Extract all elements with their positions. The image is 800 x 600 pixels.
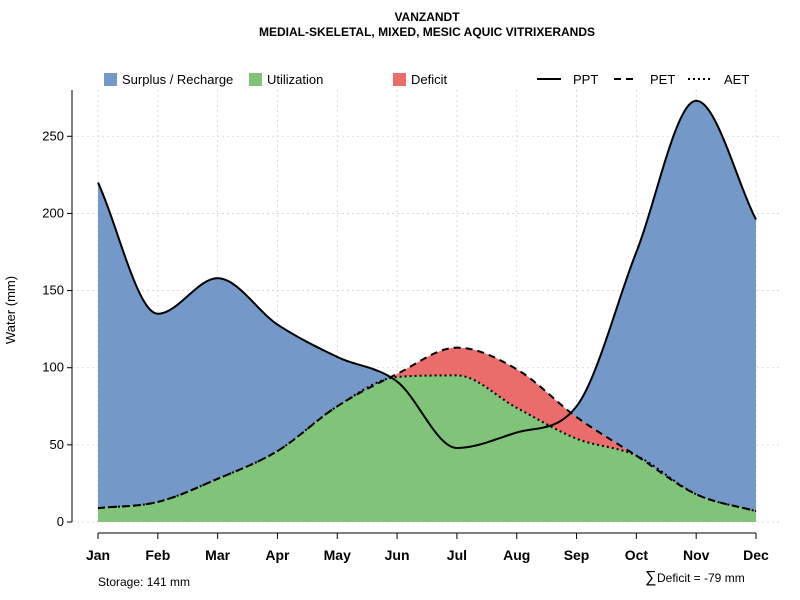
legend-pet-label: PET xyxy=(650,72,675,87)
storage-annotation: Storage: 141 mm xyxy=(98,575,190,589)
legend-ppt-label: PPT xyxy=(573,72,598,87)
x-tick-label-may: May xyxy=(324,547,351,563)
legend: Surplus / Recharge Utilization Deficit PPT P… xyxy=(104,72,749,87)
area-fills xyxy=(98,100,756,522)
legend-deficit: Deficit xyxy=(393,72,448,87)
y-tick-label-50: 50 xyxy=(50,437,64,452)
utilization-area xyxy=(98,375,756,522)
legend-aet: AET xyxy=(688,72,749,87)
legend-utilization-label: Utilization xyxy=(267,72,323,87)
deficit-sum-symbol: ∑ xyxy=(645,569,656,586)
axes: 0 50 100 150 200 250 Jan Feb Mar Apr May Jun Jul Aug S… xyxy=(3,90,769,563)
x-tick-label-nov: Nov xyxy=(683,547,710,563)
legend-deficit-swatch xyxy=(393,73,406,86)
chart-subtitle: MEDIAL-SKELETAL, MIXED, MESIC AQUIC VITR… xyxy=(259,25,595,39)
pet-line xyxy=(97,346,757,513)
legend-pet: PET xyxy=(614,72,675,87)
legend-surplus-swatch xyxy=(104,73,117,86)
legend-utilization: Utilization xyxy=(249,72,323,87)
surplus-area xyxy=(98,100,756,512)
x-tick-label-apr: Apr xyxy=(265,547,290,563)
y-axis-title: Water (mm) xyxy=(3,276,18,344)
x-tick-label-jun: Jun xyxy=(385,547,410,563)
deficit-annotation: Deficit = -79 mm xyxy=(657,571,745,585)
y-tick-label-0: 0 xyxy=(57,514,64,529)
x-tick-label-dec: Dec xyxy=(743,547,769,563)
x-tick-label-jan: Jan xyxy=(86,547,110,563)
series-lines xyxy=(97,99,757,513)
y-tick-label-150: 150 xyxy=(42,283,64,298)
legend-deficit-label: Deficit xyxy=(411,72,448,87)
legend-utilization-swatch xyxy=(249,73,262,86)
legend-surplus-label: Surplus / Recharge xyxy=(122,72,233,87)
y-tick-label-250: 250 xyxy=(42,128,64,143)
ppt-line xyxy=(97,99,757,449)
legend-aet-label: AET xyxy=(724,72,749,87)
x-tick-label-aug: Aug xyxy=(503,547,530,563)
chart-title: VANZANDT xyxy=(394,10,460,24)
x-tick-label-feb: Feb xyxy=(145,547,170,563)
y-tick-label-200: 200 xyxy=(42,205,64,220)
x-tick-label-jul: Jul xyxy=(447,547,467,563)
y-tick-label-100: 100 xyxy=(42,360,64,375)
legend-surplus: Surplus / Recharge xyxy=(104,72,233,87)
legend-ppt: PPT xyxy=(537,72,598,87)
x-tick-label-mar: Mar xyxy=(205,547,230,563)
x-tick-label-oct: Oct xyxy=(625,547,649,563)
x-tick-label-sep: Sep xyxy=(564,547,590,563)
